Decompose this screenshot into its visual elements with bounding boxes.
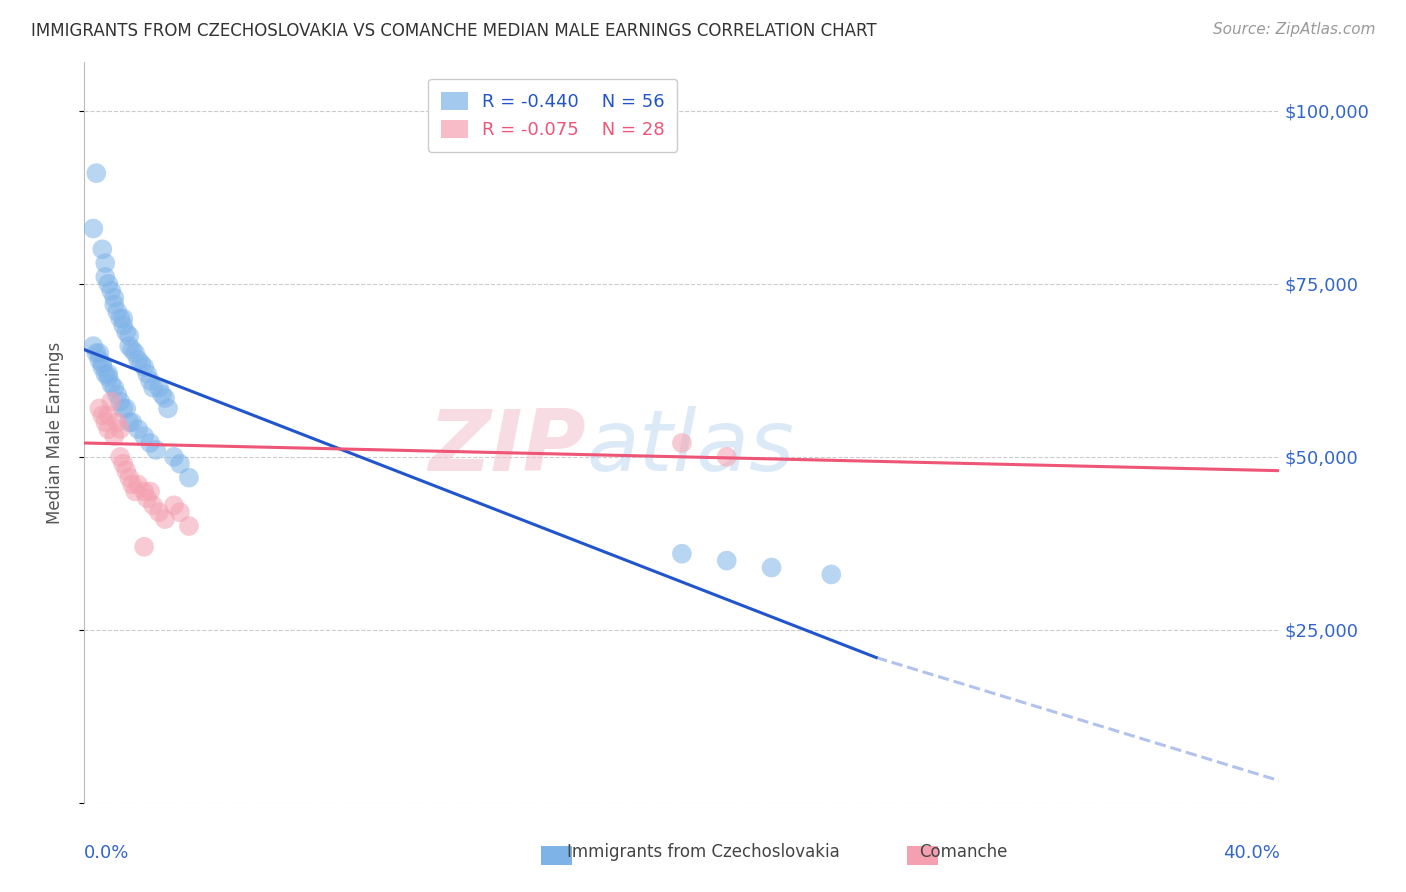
Text: atlas: atlas xyxy=(586,406,794,489)
Point xyxy=(177,519,200,533)
Point xyxy=(716,450,738,464)
Point xyxy=(100,284,122,298)
Point xyxy=(671,547,693,561)
Point xyxy=(121,343,143,357)
Point xyxy=(132,359,156,374)
Point xyxy=(761,560,783,574)
Point xyxy=(127,422,149,436)
Point xyxy=(820,567,842,582)
Point xyxy=(97,409,120,423)
Point xyxy=(89,401,111,416)
Text: 40.0%: 40.0% xyxy=(1223,844,1279,862)
Point xyxy=(132,429,156,443)
Point xyxy=(94,415,117,429)
Point xyxy=(169,457,191,471)
Point xyxy=(148,505,170,519)
Point xyxy=(157,401,180,416)
Point xyxy=(150,387,173,401)
Point xyxy=(177,470,200,484)
Point xyxy=(91,409,114,423)
Point xyxy=(86,346,108,360)
Point xyxy=(105,415,128,429)
Y-axis label: Median Male Earnings: Median Male Earnings xyxy=(45,342,63,524)
Text: 0.0%: 0.0% xyxy=(84,844,129,862)
Point xyxy=(110,450,132,464)
Point xyxy=(139,484,162,499)
Point xyxy=(89,353,111,368)
Point xyxy=(121,415,143,429)
Text: IMMIGRANTS FROM CZECHOSLOVAKIA VS COMANCHE MEDIAN MALE EARNINGS CORRELATION CHAR: IMMIGRANTS FROM CZECHOSLOVAKIA VS COMANC… xyxy=(31,22,876,40)
Point xyxy=(118,328,141,343)
Point xyxy=(153,391,176,405)
Point xyxy=(97,370,120,384)
Point xyxy=(127,353,149,368)
Point xyxy=(103,291,125,305)
Point xyxy=(89,346,111,360)
Point xyxy=(169,505,191,519)
Point xyxy=(112,401,135,416)
Legend: R = -0.440    N = 56, R = -0.075    N = 28: R = -0.440 N = 56, R = -0.075 N = 28 xyxy=(427,78,678,152)
Point xyxy=(94,269,117,284)
Point xyxy=(100,394,122,409)
Text: ZIP: ZIP xyxy=(429,406,586,489)
Point xyxy=(163,450,186,464)
Point xyxy=(139,436,162,450)
Point xyxy=(145,442,167,457)
Point xyxy=(91,242,114,256)
Point xyxy=(103,297,125,311)
Point xyxy=(112,318,135,333)
Point xyxy=(112,457,135,471)
Point xyxy=(115,464,138,478)
Point xyxy=(132,484,156,499)
Point xyxy=(142,498,165,512)
Point xyxy=(124,484,146,499)
Text: Immigrants from Czechoslovakia: Immigrants from Czechoslovakia xyxy=(567,843,839,861)
Point xyxy=(103,429,125,443)
Point xyxy=(91,359,114,374)
Point xyxy=(94,367,117,381)
Point xyxy=(97,367,120,381)
Point xyxy=(118,470,141,484)
Point xyxy=(121,477,143,491)
Text: Source: ZipAtlas.com: Source: ZipAtlas.com xyxy=(1212,22,1375,37)
Point xyxy=(110,394,132,409)
Point xyxy=(115,401,138,416)
Point xyxy=(110,422,132,436)
Point xyxy=(127,477,149,491)
Point xyxy=(105,304,128,318)
Point xyxy=(97,277,120,291)
Text: Comanche: Comanche xyxy=(920,843,1007,861)
Point xyxy=(112,311,135,326)
Point xyxy=(132,540,156,554)
Point xyxy=(136,367,159,381)
Point xyxy=(118,415,141,429)
Point xyxy=(115,326,138,340)
Point xyxy=(716,554,738,568)
Point xyxy=(136,491,159,506)
Point xyxy=(100,377,122,392)
Point xyxy=(97,422,120,436)
Point xyxy=(139,374,162,388)
Point xyxy=(82,221,104,235)
Point xyxy=(153,512,176,526)
Point xyxy=(142,381,165,395)
Point xyxy=(91,356,114,370)
Point xyxy=(86,166,108,180)
Point xyxy=(671,436,693,450)
Point xyxy=(163,498,186,512)
Point xyxy=(148,381,170,395)
Point xyxy=(124,346,146,360)
Point xyxy=(105,387,128,401)
Point xyxy=(118,339,141,353)
Point xyxy=(82,339,104,353)
Point xyxy=(94,256,117,270)
Point xyxy=(110,311,132,326)
Point xyxy=(129,356,152,370)
Point xyxy=(103,381,125,395)
